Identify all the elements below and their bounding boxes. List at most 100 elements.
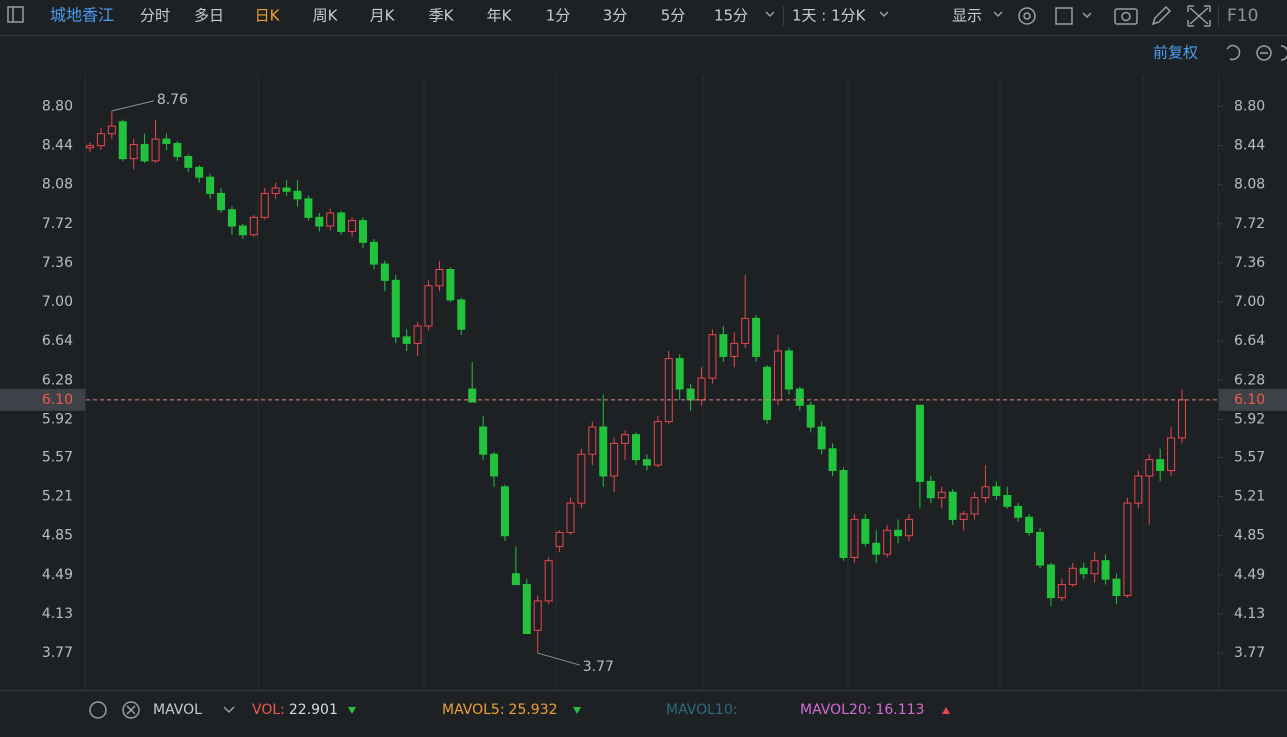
- candle-body: [632, 434, 640, 461]
- tab[interactable]: 周K: [313, 7, 339, 25]
- close-x: [126, 705, 136, 715]
- y-tick-label: 3.77: [42, 645, 73, 661]
- y-tick-label-right: 7.72: [1234, 216, 1265, 232]
- candle-body: [926, 480, 935, 499]
- f10-button[interactable]: F10: [1227, 6, 1258, 26]
- candle-body: [555, 531, 564, 548]
- trend-arrow: [942, 707, 950, 714]
- candle-body: [446, 268, 455, 301]
- reset-icon[interactable]: [1226, 44, 1241, 61]
- stock-name[interactable]: 城地香江: [50, 6, 114, 25]
- candle-body: [391, 279, 400, 338]
- sidebar-toggle[interactable]: [7, 6, 24, 23]
- indicator-close[interactable]: [122, 701, 140, 719]
- candle-body: [719, 334, 728, 357]
- candle-body: [795, 388, 804, 406]
- candle-body: [588, 426, 597, 455]
- candle-body: [293, 190, 302, 200]
- candle-body: [260, 192, 269, 218]
- tab[interactable]: 3分: [603, 7, 628, 25]
- candle-body: [763, 366, 772, 420]
- tab[interactable]: 15分: [714, 7, 748, 25]
- candle-body: [348, 220, 357, 232]
- zoom-in-icon[interactable]: [1280, 45, 1287, 61]
- settings-icon[interactable]: [1018, 7, 1036, 25]
- volume-legend: VOL: 22.901 MAVOL5: 25.932 MAVOL10: MAVOL20: 1…: [252, 702, 950, 718]
- tab[interactable]: 分时: [140, 7, 170, 25]
- candle-body: [752, 317, 761, 357]
- candle-body: [96, 133, 105, 147]
- candle-body: [686, 388, 695, 401]
- tab[interactable]: 月K: [370, 7, 396, 25]
- chevron: [765, 11, 775, 18]
- y-tick-label-right: 7.36: [1234, 255, 1265, 271]
- square-icon[interactable]: [1055, 7, 1073, 25]
- display-menu[interactable]: 显示: [952, 7, 982, 25]
- candle-body: [1101, 560, 1110, 580]
- candle-body: [184, 155, 193, 168]
- vol-name: MAVOL5:: [442, 702, 505, 718]
- tab[interactable]: 5分: [661, 7, 686, 25]
- candle-body: [195, 166, 204, 178]
- tab[interactable]: 年K: [487, 7, 513, 25]
- candle-body: [1046, 564, 1055, 599]
- candle-body: [915, 404, 924, 482]
- range-select[interactable]: 1天 : 1分K: [792, 7, 867, 25]
- tab[interactable]: 多日: [194, 7, 224, 25]
- y-tick-label: 4.13: [42, 606, 73, 622]
- camera-lens: [1121, 11, 1131, 22]
- candle-body: [872, 542, 881, 555]
- candle-body: [238, 225, 247, 236]
- candle-body: [741, 317, 750, 344]
- candle-body: [642, 459, 651, 466]
- candle-body: [1123, 502, 1132, 596]
- adjust-mode[interactable]: 前复权: [1153, 44, 1198, 62]
- tab[interactable]: 1分: [546, 7, 571, 25]
- last-price-box-right: [1219, 388, 1287, 411]
- tabs: 分时 多日 日K 周K 月K 季K 年K 1分 3分 5分 15分: [140, 7, 748, 25]
- candle-body: [730, 342, 739, 357]
- candle-body: [500, 486, 509, 537]
- candle-body: [599, 426, 608, 477]
- candle-body: [850, 518, 859, 558]
- candle-body: [1156, 459, 1165, 472]
- indicator-name[interactable]: MAVOL: [153, 702, 202, 718]
- tab[interactable]: 季K: [429, 7, 455, 25]
- camera-icon[interactable]: [1114, 8, 1138, 25]
- candle-body: [828, 448, 837, 472]
- y-tick-label: 7.00: [42, 294, 73, 310]
- candle-body: [402, 336, 411, 344]
- candle-body: [337, 212, 346, 232]
- chevron: [993, 11, 1003, 18]
- candle-body: [1134, 475, 1143, 504]
- candle-body: [566, 502, 575, 533]
- candle-body: [653, 421, 662, 466]
- fullscreen-icon[interactable]: [1187, 5, 1211, 27]
- candle-body: [1178, 399, 1186, 439]
- candle-body: [1112, 578, 1121, 596]
- last-price-label-right: 6.10: [1234, 392, 1265, 408]
- tab[interactable]: 日K: [255, 7, 281, 25]
- indicator-settings[interactable]: [89, 701, 107, 719]
- y-tick-label: 4.85: [42, 528, 73, 544]
- candle-body: [217, 192, 226, 211]
- candle-body: [304, 198, 313, 218]
- y-tick-label-right: 6.28: [1234, 372, 1265, 388]
- candle-body: [959, 513, 968, 520]
- y-tick-label-right: 4.49: [1234, 567, 1265, 583]
- annotation-min: 3.77: [583, 659, 614, 675]
- candle-body: [697, 377, 706, 401]
- settings-icon-core: [1023, 12, 1031, 20]
- pen-icon[interactable]: [1151, 5, 1172, 26]
- candle-body: [664, 358, 673, 423]
- candle-body: [894, 529, 903, 537]
- vol-value: 25.932: [509, 702, 558, 718]
- y-tick-label: 6.28: [42, 372, 73, 388]
- zoom-out-icon[interactable]: [1256, 45, 1272, 61]
- annotation-max: 8.76: [157, 92, 188, 108]
- chevron: [223, 706, 235, 714]
- candle-body: [271, 187, 280, 194]
- candle-body: [206, 176, 215, 194]
